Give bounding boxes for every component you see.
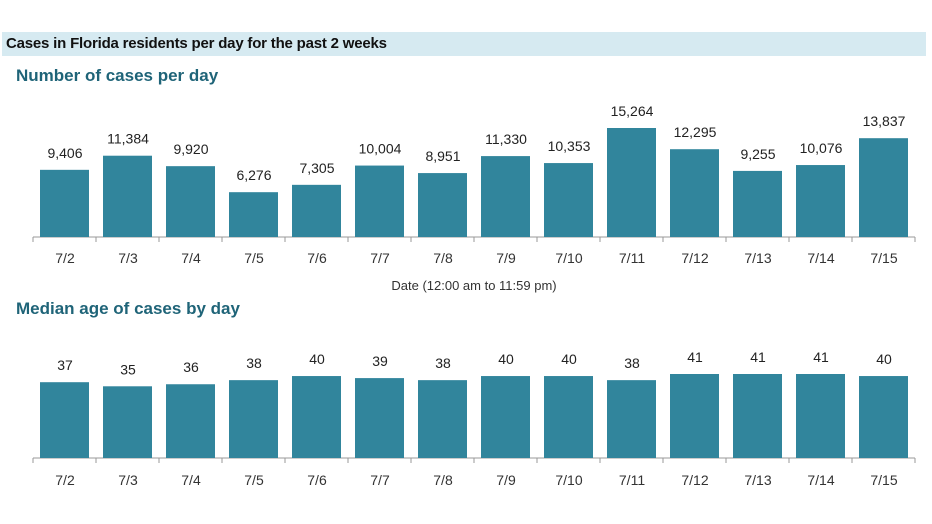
data-label-age: 40 (498, 351, 514, 367)
bar-cases-7-12 (670, 149, 719, 237)
x-tick-label-cases: 7/14 (807, 250, 834, 266)
data-label-age: 40 (309, 351, 325, 367)
data-label-cases: 9,406 (47, 145, 82, 161)
bar-cases-7-9 (481, 156, 530, 237)
x-tick-label-age: 7/6 (307, 472, 327, 488)
bar-age-7-4 (166, 384, 215, 458)
x-tick-label-cases: 7/6 (307, 250, 327, 266)
x-tick-label-age: 7/4 (181, 472, 201, 488)
data-label-cases: 9,920 (173, 141, 208, 157)
x-tick-label-age: 7/8 (433, 472, 453, 488)
bar-age-7-8 (418, 380, 467, 458)
bar-age-7-6 (292, 376, 341, 458)
bar-cases-7-13 (733, 170, 782, 237)
data-label-age: 38 (246, 355, 262, 371)
data-label-cases: 13,837 (863, 113, 906, 129)
x-tick-label-age: 7/13 (744, 472, 771, 488)
bar-age-7-15 (859, 376, 908, 458)
bar-cases-7-15 (859, 138, 908, 237)
data-label-cases: 10,004 (359, 141, 402, 157)
bar-age-7-2 (40, 382, 89, 458)
bar-cases-7-5 (229, 192, 278, 237)
x-tick-label-age: 7/7 (370, 472, 390, 488)
data-label-age: 36 (183, 359, 199, 375)
bar-age-7-5 (229, 380, 278, 458)
x-tick-label-cases: 7/10 (555, 250, 582, 266)
bar-cases-7-10 (544, 163, 593, 237)
data-label-age: 39 (372, 353, 388, 369)
header-banner: Cases in Florida residents per day for t… (2, 32, 926, 56)
data-label-age: 38 (435, 355, 451, 371)
data-label-age: 41 (750, 349, 766, 365)
x-tick-label-cases: 7/2 (55, 250, 75, 266)
data-label-cases: 10,353 (548, 138, 591, 154)
x-tick-label-cases: 7/5 (244, 250, 264, 266)
bar-cases-7-6 (292, 184, 341, 237)
x-tick-label-cases: 7/15 (870, 250, 897, 266)
bar-age-7-9 (481, 376, 530, 458)
data-label-cases: 12,295 (674, 124, 717, 140)
x-tick-label-cases: 7/13 (744, 250, 771, 266)
data-label-age: 38 (624, 355, 640, 371)
x-tick-label-cases: 7/4 (181, 250, 201, 266)
bar-age-7-13 (733, 374, 782, 458)
x-tick-label-cases: 7/8 (433, 250, 453, 266)
data-label-cases: 7,305 (299, 160, 334, 176)
data-label-age: 37 (57, 357, 73, 373)
bar-cases-7-4 (166, 166, 215, 237)
chart-title-cases: Number of cases per day (16, 66, 219, 85)
bar-age-7-12 (670, 374, 719, 458)
x-tick-label-age: 7/2 (55, 472, 75, 488)
data-label-cases: 10,076 (800, 140, 843, 156)
bar-age-7-10 (544, 376, 593, 458)
data-label-cases: 8,951 (425, 148, 460, 164)
bar-cases-7-11 (607, 128, 656, 237)
x-tick-label-cases: 7/7 (370, 250, 390, 266)
bar-age-7-11 (607, 380, 656, 458)
x-tick-label-age: 7/12 (681, 472, 708, 488)
bar-cases-7-8 (418, 173, 467, 237)
bar-age-7-3 (103, 386, 152, 458)
chart-title-median-age: Median age of cases by day (16, 299, 240, 318)
x-tick-label-cases: 7/3 (118, 250, 138, 266)
x-tick-label-cases: 7/11 (619, 250, 645, 266)
data-label-age: 40 (561, 351, 577, 367)
data-label-cases: 11,384 (107, 131, 149, 147)
data-label-age: 41 (813, 349, 829, 365)
data-label-cases: 15,264 (611, 103, 654, 119)
x-tick-label-age: 7/10 (555, 472, 582, 488)
data-label-age: 41 (687, 349, 703, 365)
data-label-cases: 9,255 (740, 146, 775, 162)
bar-cases-7-3 (103, 155, 152, 237)
page-title: Cases in Florida residents per day for t… (6, 35, 387, 52)
data-label-age: 35 (120, 361, 136, 377)
x-tick-label-age: 7/11 (619, 472, 645, 488)
x-tick-label-age: 7/9 (496, 472, 516, 488)
bar-cases-7-2 (40, 169, 89, 237)
x-tick-label-cases: 7/12 (681, 250, 708, 266)
x-tick-label-age: 7/3 (118, 472, 138, 488)
x-tick-label-age: 7/14 (807, 472, 834, 488)
bar-age-7-14 (796, 374, 845, 458)
data-label-cases: 11,330 (485, 131, 527, 147)
x-tick-label-age: 7/5 (244, 472, 264, 488)
x-tick-label-age: 7/15 (870, 472, 897, 488)
x-axis-title-cases: Date (12:00 am to 11:59 pm) (391, 278, 556, 293)
bar-cases-7-14 (796, 165, 845, 237)
data-label-cases: 6,276 (236, 167, 271, 183)
x-tick-label-cases: 7/9 (496, 250, 516, 266)
bar-cases-7-7 (355, 165, 404, 237)
bar-age-7-7 (355, 378, 404, 458)
data-label-age: 40 (876, 351, 892, 367)
